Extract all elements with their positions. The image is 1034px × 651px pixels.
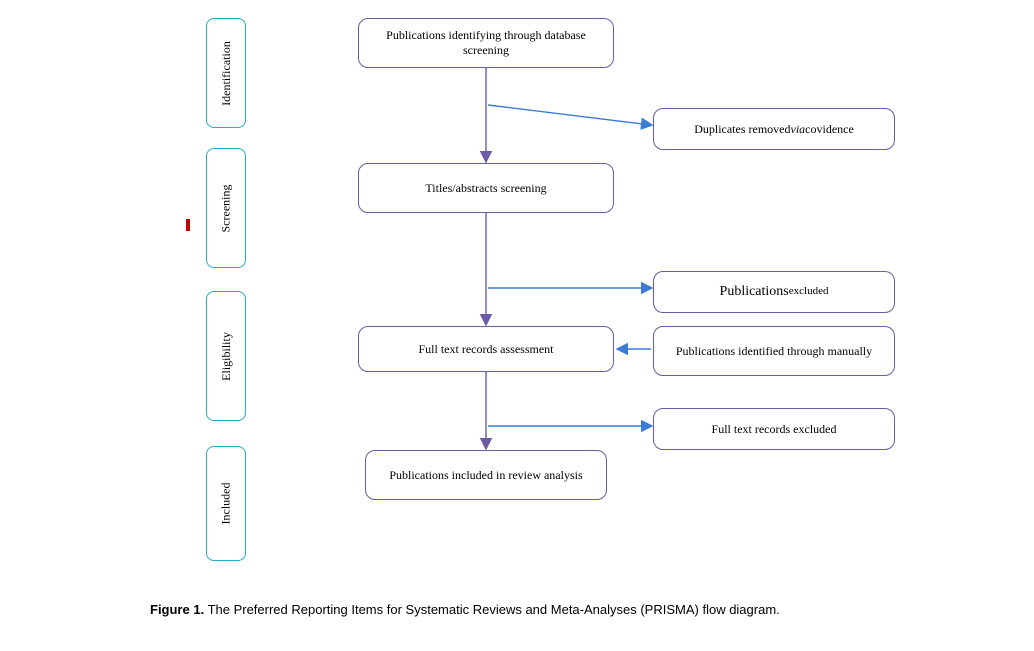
phase-identification: Identification — [206, 18, 246, 128]
n6: Publications identified through manually — [653, 326, 895, 376]
n4: Publications excluded — [653, 271, 895, 313]
arrow-1 — [488, 105, 651, 125]
n5: Full text records assessment — [358, 326, 614, 372]
phase-eligibility: Eligibility — [206, 291, 246, 421]
stray-red-mark — [186, 219, 190, 231]
n2: Duplicates removed via covidence — [653, 108, 895, 150]
phase-included: Included — [206, 446, 246, 561]
n1: Publications identifying through databas… — [358, 18, 614, 68]
figure-caption: Figure 1. The Preferred Reporting Items … — [150, 602, 780, 617]
caption-text: The Preferred Reporting Items for System… — [204, 602, 780, 617]
prisma-flowchart: Figure 1. The Preferred Reporting Items … — [0, 0, 1034, 651]
n3: Titles/abstracts screening — [358, 163, 614, 213]
phase-screening: Screening — [206, 148, 246, 268]
n8: Publications included in review analysis — [365, 450, 607, 500]
caption-prefix: Figure 1. — [150, 602, 204, 617]
n7: Full text records excluded — [653, 408, 895, 450]
